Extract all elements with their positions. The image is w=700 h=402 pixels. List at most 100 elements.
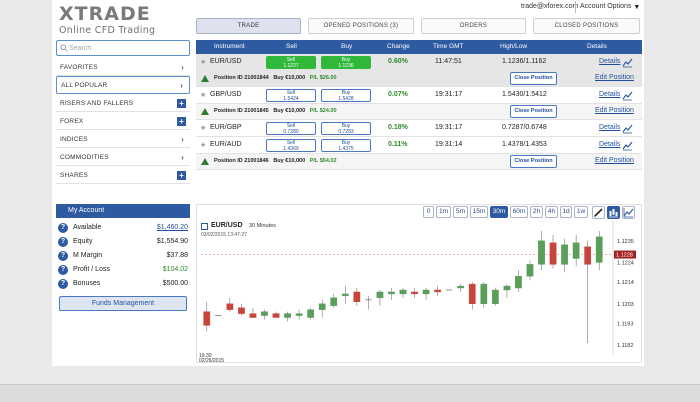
- timeframe-button[interactable]: 0: [423, 206, 434, 218]
- pencil-icon[interactable]: [592, 206, 605, 219]
- candle-body: [411, 291, 418, 295]
- line-chart-icon[interactable]: [622, 57, 633, 68]
- category-favorites[interactable]: FAVORITES ›: [56, 58, 190, 76]
- details-link[interactable]: Details: [599, 124, 621, 131]
- header-sell: Sell: [286, 43, 297, 50]
- timeframe-button[interactable]: 30m: [490, 206, 508, 218]
- edit-position-link[interactable]: Edit Position: [595, 157, 634, 164]
- change-value: 0.18%: [388, 124, 408, 131]
- timeframe-button[interactable]: 60m: [510, 206, 528, 218]
- line-chart-icon[interactable]: [622, 206, 635, 219]
- trading-app: XTRADE Online CFD Trading trade@xforex.c…: [52, 0, 644, 366]
- star-icon[interactable]: ★: [200, 92, 207, 99]
- account-available-value[interactable]: $1,460.20: [156, 224, 188, 231]
- candle-body: [376, 291, 384, 299]
- candle-body: [261, 311, 268, 316]
- buy-button[interactable]: Buy 1.1236: [321, 56, 371, 69]
- tab-trade[interactable]: TRADE: [196, 18, 301, 34]
- position-amount: Buy €10,000: [273, 75, 306, 81]
- buy-button[interactable]: Buy 1.5428: [321, 89, 371, 102]
- funds-management-button[interactable]: Funds Management: [59, 296, 187, 311]
- category-label: FAVORITES: [60, 64, 98, 71]
- help-icon[interactable]: ?: [58, 237, 68, 247]
- header-buy: Buy: [341, 43, 353, 50]
- search-input[interactable]: [69, 42, 187, 54]
- help-icon[interactable]: ?: [58, 279, 68, 289]
- details-link[interactable]: Details: [599, 58, 621, 65]
- help-icon[interactable]: ?: [58, 265, 68, 275]
- account-equity-label: Equity: [73, 238, 93, 245]
- star-icon[interactable]: ★: [200, 59, 207, 66]
- account-email: trade@xforex.com: [521, 3, 579, 10]
- current-price-marker: [614, 250, 636, 259]
- category-list: FAVORITES › ALL POPULAR › RISERS AND FAL…: [56, 58, 190, 184]
- close-position-button[interactable]: Close Position: [510, 72, 557, 85]
- plus-icon[interactable]: +: [177, 171, 186, 180]
- x-tick-date: 02/26/2015: [199, 358, 224, 363]
- line-chart-icon[interactable]: [622, 90, 633, 101]
- timeframe-button[interactable]: 1m: [436, 206, 451, 218]
- category-indices[interactable]: INDICES ›: [56, 130, 190, 148]
- table-row[interactable]: ★ GBP/USD Sell 1.5424 Buy 1.5428 0.07% 19:…: [196, 87, 642, 104]
- edit-position-link[interactable]: Edit Position: [595, 107, 634, 114]
- category-commodities[interactable]: COMMODITIES ›: [56, 148, 190, 166]
- timeframe-button[interactable]: 1d: [560, 206, 572, 218]
- my-account-panel: My Account ? Available $1,460.20 ? Equit…: [56, 204, 190, 311]
- up-arrow-icon: [201, 108, 209, 115]
- table-row[interactable]: ★ EUR/AUD Sell 1.4369 Buy 1.4375 0.11% 19:…: [196, 137, 642, 154]
- position-row: Position ID 21001844 Buy €10,000 P/L $26…: [196, 71, 642, 87]
- help-icon[interactable]: ?: [58, 223, 68, 233]
- plus-icon[interactable]: +: [177, 117, 186, 126]
- tab-opened-positions[interactable]: OPENED POSITIONS (3): [308, 18, 414, 34]
- table-row[interactable]: ★ EUR/GBP Sell 0.7280 Buy 0.7283 0.18% 19:…: [196, 120, 642, 137]
- timeframe-button[interactable]: 2h: [530, 206, 543, 218]
- star-icon[interactable]: ★: [200, 125, 207, 132]
- chevron-right-icon: ›: [181, 153, 184, 162]
- tab-orders[interactable]: ORDERS: [421, 18, 526, 34]
- timeframe-button[interactable]: 15m: [470, 206, 488, 218]
- tab-closed-positions[interactable]: CLOSED POSITIONS: [533, 18, 640, 34]
- account-equity-value: $1,554.90: [156, 238, 188, 245]
- category-all-popular[interactable]: ALL POPULAR ›: [56, 76, 190, 94]
- account-options-menu[interactable]: Account Options ▼: [580, 3, 640, 11]
- y-tick-label: 1.1182: [617, 343, 633, 349]
- table-header: Instrument Sell Buy Change Time GMT High…: [196, 40, 642, 54]
- change-value: 0.11%: [388, 141, 408, 148]
- candle-body: [515, 276, 522, 289]
- account-profit-loss-label: Profit / Loss: [73, 266, 110, 273]
- up-arrow-icon: [201, 158, 209, 165]
- timeframe-button[interactable]: 5m: [453, 206, 468, 218]
- sell-button[interactable]: Sell 0.7280: [266, 122, 316, 135]
- logo-wordmark: XTRADE: [59, 3, 151, 25]
- sell-button[interactable]: Sell 1.5424: [266, 89, 316, 102]
- details-link[interactable]: Details: [599, 141, 621, 148]
- candlestick-chart-icon[interactable]: [607, 206, 620, 219]
- candlestick-chart[interactable]: 1.1235 1.1224 1.1214 1.1203 1.1193 1.1182 1.12…: [197, 219, 641, 363]
- sell-button[interactable]: Sell 1.1227: [266, 56, 316, 69]
- edit-position-link[interactable]: Edit Position: [595, 74, 634, 81]
- close-position-button[interactable]: Close Position: [510, 155, 557, 168]
- current-price-label: 1.1228: [616, 253, 633, 259]
- timeframe-button[interactable]: 1w: [574, 206, 588, 218]
- account-bonuses-label: Bonuses: [73, 280, 101, 287]
- line-chart-icon[interactable]: [622, 140, 633, 151]
- buy-button[interactable]: Buy 1.4375: [321, 139, 371, 152]
- table-row[interactable]: ★ EUR/USD Sell 1.1227 Buy 1.1236 0.60% 11:…: [196, 54, 642, 71]
- details-link[interactable]: Details: [599, 91, 621, 98]
- close-position-button[interactable]: Close Position: [510, 105, 557, 118]
- account-options-label: Account Options: [580, 3, 632, 10]
- help-icon[interactable]: ?: [58, 251, 68, 261]
- buy-button[interactable]: Buy 0.7283: [321, 122, 371, 135]
- instrument-name: EUR/AUD: [210, 141, 242, 148]
- plus-icon[interactable]: +: [177, 99, 186, 108]
- timeframe-button[interactable]: 4h: [545, 206, 558, 218]
- category-risers-and-fallers[interactable]: RISERS AND FALLERS +: [56, 94, 190, 112]
- sell-button[interactable]: Sell 1.4369: [266, 139, 316, 152]
- sell-price: 0.7280: [283, 128, 299, 135]
- line-chart-icon[interactable]: [622, 123, 633, 134]
- candle-body: [238, 307, 245, 314]
- category-forex[interactable]: FOREX +: [56, 112, 190, 130]
- star-icon[interactable]: ★: [200, 142, 207, 149]
- account-equity-row: ? Equity $1,554.90: [56, 235, 190, 249]
- category-shares[interactable]: SHARES +: [56, 166, 190, 184]
